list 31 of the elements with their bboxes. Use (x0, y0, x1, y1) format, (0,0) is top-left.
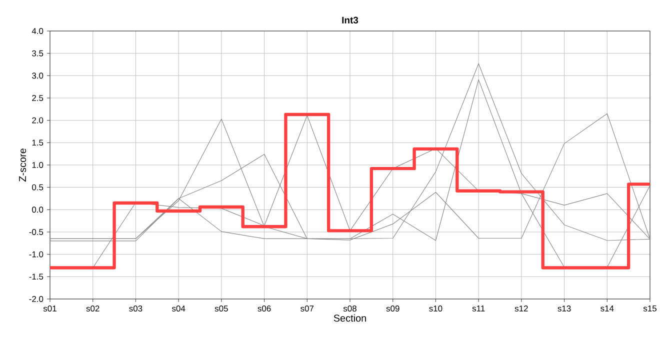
x-tick-label: s15 (643, 306, 656, 312)
x-tick-label: s04 (172, 306, 186, 312)
y-tick-label: -0.5 (29, 229, 44, 235)
x-tick-label: s08 (343, 306, 356, 312)
y-tick-label: -1.5 (29, 274, 44, 280)
y-tick-label: -2.0 (29, 296, 44, 302)
x-tick-label: s07 (300, 306, 314, 312)
y-tick-label: -1.0 (29, 251, 44, 258)
y-tick-label: 4.0 (32, 28, 44, 34)
y-tick-label: 2.5 (32, 95, 44, 101)
y-tick-label: 1.0 (32, 162, 44, 168)
x-tick-label: s01 (43, 306, 56, 312)
x-tick-label: s06 (258, 306, 271, 312)
x-tick-label: s09 (386, 306, 400, 312)
x-tick-label: s14 (600, 306, 614, 312)
x-tick-label: s05 (214, 306, 228, 312)
x-axis-title: Section (334, 314, 366, 322)
y-tick-label: 0.5 (32, 184, 44, 190)
x-tick-label: s10 (429, 306, 442, 312)
y-tick-label: 3.5 (32, 50, 44, 56)
y-tick-label: 1.5 (32, 140, 44, 146)
chart-title: Int3 (342, 16, 358, 24)
y-axis-title: Z-score (19, 148, 26, 182)
x-tick-label: s13 (558, 306, 571, 312)
x-tick-label: s02 (86, 306, 100, 312)
y-tick-label: 3.0 (32, 72, 44, 79)
x-tick-label: s11 (472, 306, 485, 312)
y-tick-label: 2.0 (32, 117, 44, 124)
x-tick-label: s03 (129, 306, 142, 312)
y-tick-label: 0.0 (32, 206, 44, 213)
x-tick-label: s12 (514, 306, 528, 312)
